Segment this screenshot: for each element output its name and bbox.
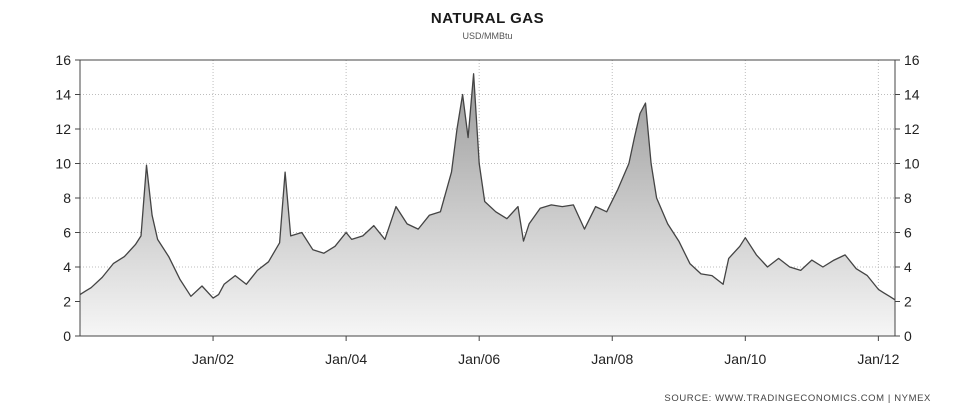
x-tick-label: Jan/12 xyxy=(857,351,899,367)
series-line xyxy=(79,73,896,301)
plot-frame xyxy=(79,59,896,337)
y-tick-label-right: 8 xyxy=(904,190,912,206)
x-tick-label: Jan/04 xyxy=(325,351,367,367)
y-tick-label-right: 16 xyxy=(904,52,920,68)
y-tick-label-left: 16 xyxy=(55,52,71,68)
x-tick-label: Jan/06 xyxy=(458,351,500,367)
y-tick-label-left: 0 xyxy=(63,328,71,344)
y-tick-label-right: 6 xyxy=(904,225,912,241)
chart-subtitle: USD/MMBtu xyxy=(462,31,513,41)
chart-title: NATURAL GAS xyxy=(430,10,545,27)
y-tick-label-right: 12 xyxy=(904,121,920,137)
y-tick-label-left: 8 xyxy=(63,190,71,206)
y-tick-label-left: 6 xyxy=(63,225,71,241)
y-tick-label-right: 4 xyxy=(904,259,912,275)
y-tick-label-left: 12 xyxy=(55,121,71,137)
x-tick-label: Jan/10 xyxy=(724,351,766,367)
source-credit: SOURCE: WWW.TRADINGECONOMICS.COM | NYMEX xyxy=(664,393,931,404)
y-tick-label-right: 10 xyxy=(904,156,920,172)
y-tick-label-left: 14 xyxy=(55,87,71,103)
x-tick-label: Jan/02 xyxy=(192,351,234,367)
x-tick-label: Jan/08 xyxy=(591,351,633,367)
y-tick-label-right: 2 xyxy=(904,294,912,310)
y-tick-label-left: 2 xyxy=(63,294,71,310)
y-tick-label-right: 14 xyxy=(904,87,920,103)
y-tick-label-left: 4 xyxy=(63,259,71,275)
y-tick-label-right: 0 xyxy=(904,328,912,344)
y-tick-label-left: 10 xyxy=(55,156,71,172)
